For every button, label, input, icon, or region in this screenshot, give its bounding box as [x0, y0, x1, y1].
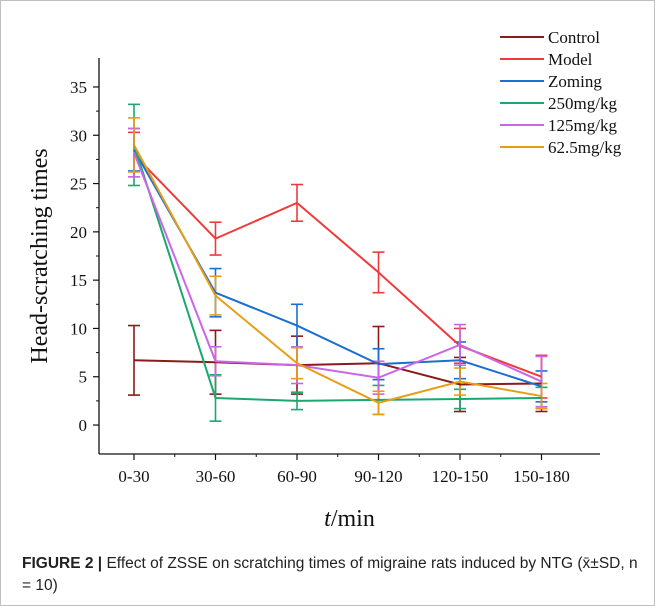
- x-tick-label: 30-60: [196, 467, 236, 486]
- y-tick-label: 20: [70, 223, 87, 242]
- legend-label: 125mg/kg: [548, 116, 617, 135]
- x-tick-label: 150-180: [513, 467, 570, 486]
- legend-label: 62.5mg/kg: [548, 138, 622, 157]
- legend-label: 250mg/kg: [548, 94, 617, 113]
- y-tick-label: 5: [79, 368, 88, 387]
- y-tick-label: 10: [70, 319, 87, 338]
- y-tick-label: 35: [70, 78, 87, 97]
- series-line-model: [133, 153, 542, 378]
- y-tick-label: 25: [70, 175, 87, 194]
- x-tick-label: 120-150: [432, 467, 489, 486]
- y-axis-title: Head-scratching times: [27, 148, 53, 363]
- figure-caption: FIGURE 2 | Effect of ZSSE on scratching …: [22, 553, 642, 597]
- caption-text: Effect of ZSSE on scratching times of mi…: [22, 555, 638, 594]
- x-axis-title-italic: t: [324, 506, 332, 532]
- x-tick-label: 90-120: [354, 467, 402, 486]
- x-axis-title: t/min: [324, 506, 375, 532]
- x-axis-title-unit: /min: [331, 506, 375, 532]
- x-tick-label: 0-30: [118, 467, 149, 486]
- line-chart: 0 5 10 15 20 25 30 35 0-30 30-60 60-90 90-120 120-15…: [27, 28, 622, 532]
- legend-label: Zoming: [548, 72, 602, 91]
- y-tick-label: 0: [79, 416, 88, 435]
- y-tick-label: 30: [70, 126, 87, 145]
- legend-label: Control: [548, 28, 600, 47]
- series-line-125mg-kg: [133, 152, 542, 383]
- legend-label: Model: [548, 50, 593, 69]
- series-line-zoming: [133, 149, 542, 388]
- x-tick-label: 60-90: [277, 467, 317, 486]
- figure-number: FIGURE 2 |: [22, 555, 103, 572]
- y-tick-label: 15: [70, 271, 87, 290]
- series-line-250mg-kg: [133, 144, 542, 402]
- series-line-62-5mg-kg: [133, 144, 542, 404]
